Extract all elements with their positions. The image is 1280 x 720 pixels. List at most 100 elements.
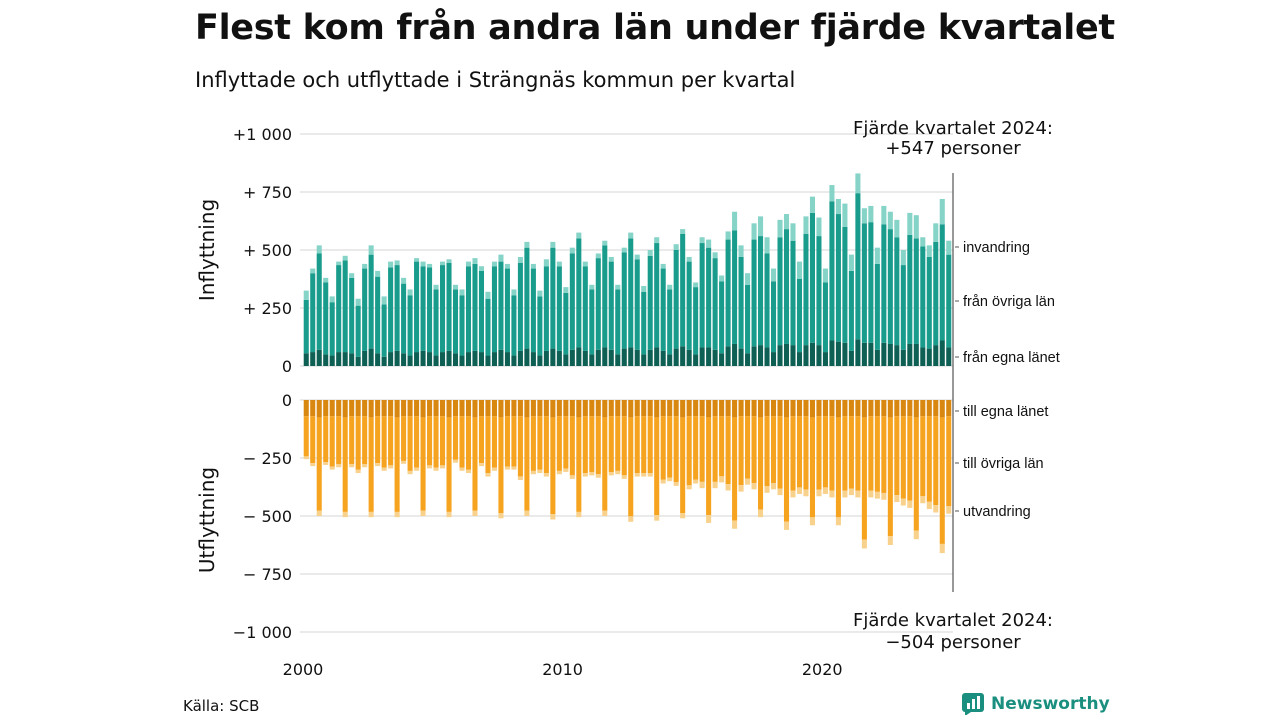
bar-out-emigration bbox=[939, 543, 945, 554]
bar-out-own bbox=[602, 400, 608, 418]
bar-out-emigration bbox=[783, 521, 790, 530]
bar-out-own bbox=[401, 400, 407, 417]
bar-out-emigration bbox=[848, 488, 854, 496]
bar-in-own bbox=[498, 349, 504, 366]
bar-out-own bbox=[796, 400, 803, 417]
bar-in-own bbox=[608, 349, 614, 366]
bar-in-other bbox=[414, 261, 420, 353]
bar-in-immigration bbox=[654, 237, 660, 244]
bar-in-other bbox=[440, 265, 446, 353]
bar-in-own bbox=[472, 350, 478, 366]
bar-out-other bbox=[368, 417, 374, 512]
bar-out-own bbox=[504, 400, 510, 417]
bar-out-other bbox=[459, 416, 465, 468]
bar-out-own bbox=[738, 400, 744, 417]
bar-out-own bbox=[732, 400, 738, 418]
bar-out-other bbox=[310, 416, 316, 464]
series-label-out-other: till övriga län bbox=[963, 456, 1044, 472]
bar-in-immigration bbox=[362, 263, 368, 269]
bar-out-other bbox=[770, 416, 777, 483]
bar-out-own bbox=[783, 400, 790, 418]
bar-out-other bbox=[848, 416, 854, 489]
bar-in-immigration bbox=[375, 270, 381, 277]
bar-out-other bbox=[550, 417, 556, 515]
bar-in-immigration bbox=[310, 268, 316, 274]
bar-in-own bbox=[491, 352, 497, 366]
bar-in-own bbox=[329, 355, 335, 366]
bar-out-other bbox=[939, 417, 945, 544]
bar-out-emigration bbox=[796, 487, 803, 494]
bar-out-own bbox=[465, 400, 472, 417]
bar-in-immigration bbox=[595, 253, 601, 259]
y-tick-label-upper: +1 000 bbox=[233, 125, 292, 144]
bar-out-own bbox=[719, 400, 725, 417]
y-tick-label-upper: 0 bbox=[282, 357, 292, 376]
bar-in-immigration bbox=[394, 260, 400, 266]
bar-in-own bbox=[582, 350, 588, 366]
bar-in-other bbox=[543, 266, 549, 351]
bar-out-other bbox=[907, 416, 913, 501]
bar-in-other bbox=[336, 265, 342, 353]
bar-out-own bbox=[634, 400, 640, 417]
bar-out-own bbox=[621, 400, 627, 417]
bar-in-other bbox=[861, 223, 867, 343]
bar-in-own bbox=[530, 352, 536, 366]
bar-out-other bbox=[874, 416, 880, 492]
y-tick-label-upper: + 750 bbox=[243, 183, 292, 202]
bar-in-immigration bbox=[569, 247, 575, 254]
bar-in-immigration bbox=[498, 254, 504, 262]
bar-out-other bbox=[556, 416, 562, 471]
bar-in-other bbox=[822, 282, 828, 353]
bar-out-own bbox=[316, 400, 322, 418]
bar-in-other bbox=[920, 246, 926, 348]
bar-in-other bbox=[933, 241, 939, 346]
bar-in-own bbox=[323, 354, 329, 366]
bar-out-emigration bbox=[842, 490, 848, 498]
annotation-in-line1: Fjärde kvartalet 2024: bbox=[853, 118, 1053, 139]
bar-in-own bbox=[641, 354, 647, 366]
bar-out-own bbox=[440, 400, 446, 417]
bar-in-immigration bbox=[589, 284, 595, 290]
bar-out-own bbox=[537, 400, 543, 417]
bar-in-other bbox=[310, 273, 316, 353]
bar-out-own bbox=[712, 400, 718, 417]
bar-out-own bbox=[673, 400, 679, 417]
bar-in-own bbox=[848, 350, 854, 366]
bar-out-own bbox=[517, 400, 523, 417]
bar-in-own bbox=[673, 348, 679, 366]
bar-in-own bbox=[355, 356, 361, 366]
bar-in-immigration bbox=[427, 263, 433, 268]
bar-in-other bbox=[498, 261, 504, 350]
bar-out-other bbox=[388, 416, 394, 466]
y-tick-label-lower: − 500 bbox=[243, 507, 292, 526]
bar-in-own bbox=[420, 350, 426, 366]
bar-in-immigration bbox=[719, 275, 725, 282]
bar-out-other bbox=[680, 417, 686, 513]
bar-in-own bbox=[758, 345, 764, 366]
bar-in-own bbox=[835, 341, 841, 366]
bar-in-own bbox=[861, 342, 867, 366]
bar-out-own bbox=[452, 400, 459, 417]
bar-out-other bbox=[478, 416, 485, 464]
bar-in-other bbox=[719, 281, 725, 354]
bar-out-emigration bbox=[874, 491, 880, 499]
bar-out-emigration bbox=[699, 481, 705, 489]
bar-in-immigration bbox=[868, 205, 874, 223]
bar-out-other bbox=[342, 417, 348, 512]
bar-out-emigration bbox=[913, 530, 919, 540]
bar-out-other bbox=[349, 416, 355, 465]
bar-out-own bbox=[946, 400, 952, 417]
bar-out-emigration bbox=[576, 511, 582, 518]
bar-in-immigration bbox=[887, 211, 893, 230]
bar-in-other bbox=[667, 289, 673, 355]
bar-in-immigration bbox=[459, 289, 465, 296]
bar-out-emigration bbox=[647, 473, 653, 477]
bar-in-own bbox=[829, 340, 835, 366]
bar-out-own bbox=[511, 400, 517, 417]
bar-out-own bbox=[608, 400, 614, 417]
bar-in-own bbox=[336, 352, 342, 366]
bar-in-other bbox=[874, 263, 880, 350]
bar-in-immigration bbox=[758, 216, 764, 237]
bar-in-other bbox=[913, 238, 919, 344]
bar-in-own bbox=[602, 347, 608, 366]
